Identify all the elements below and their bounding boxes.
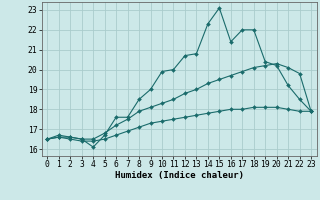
X-axis label: Humidex (Indice chaleur): Humidex (Indice chaleur): [115, 171, 244, 180]
